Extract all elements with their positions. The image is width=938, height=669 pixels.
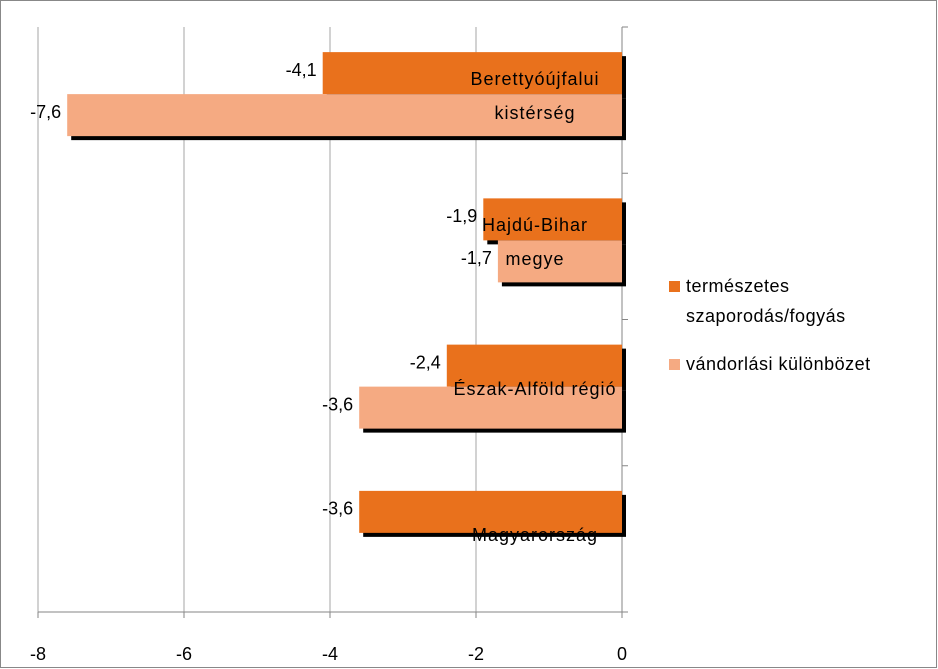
bar — [359, 490, 622, 533]
category-label: Berettyóújfalui kistérség — [470, 69, 600, 124]
x-tick-label: -6 — [176, 644, 192, 664]
bar — [67, 94, 622, 137]
value-label: -1,9 — [446, 206, 477, 226]
legend-swatch — [669, 281, 680, 292]
bar — [446, 344, 622, 387]
bar — [359, 386, 622, 429]
x-tick-label: 0 — [617, 644, 627, 664]
value-label: -4,1 — [286, 60, 317, 80]
legend-swatch — [669, 359, 680, 370]
value-label: -7,6 — [30, 102, 61, 122]
x-tick-label: -2 — [468, 644, 484, 664]
value-label: -1,7 — [461, 248, 492, 268]
x-tick-label: -4 — [322, 644, 338, 664]
bar — [497, 240, 622, 283]
category-label: Észak-Alföld régió — [453, 378, 617, 399]
value-label: -3,6 — [322, 499, 353, 519]
legend-label: vándorlási különbözet — [686, 354, 871, 374]
value-label: -3,6 — [322, 394, 353, 414]
bar — [483, 198, 622, 241]
bar — [322, 52, 622, 95]
category-label: Magyarország — [471, 524, 599, 545]
category-label: Hajdú-Bihar megye — [481, 215, 589, 270]
value-label: -2,4 — [410, 352, 441, 372]
x-tick-label: -8 — [30, 644, 46, 664]
legend-label: természetes szaporodás/fogyás — [686, 276, 846, 326]
